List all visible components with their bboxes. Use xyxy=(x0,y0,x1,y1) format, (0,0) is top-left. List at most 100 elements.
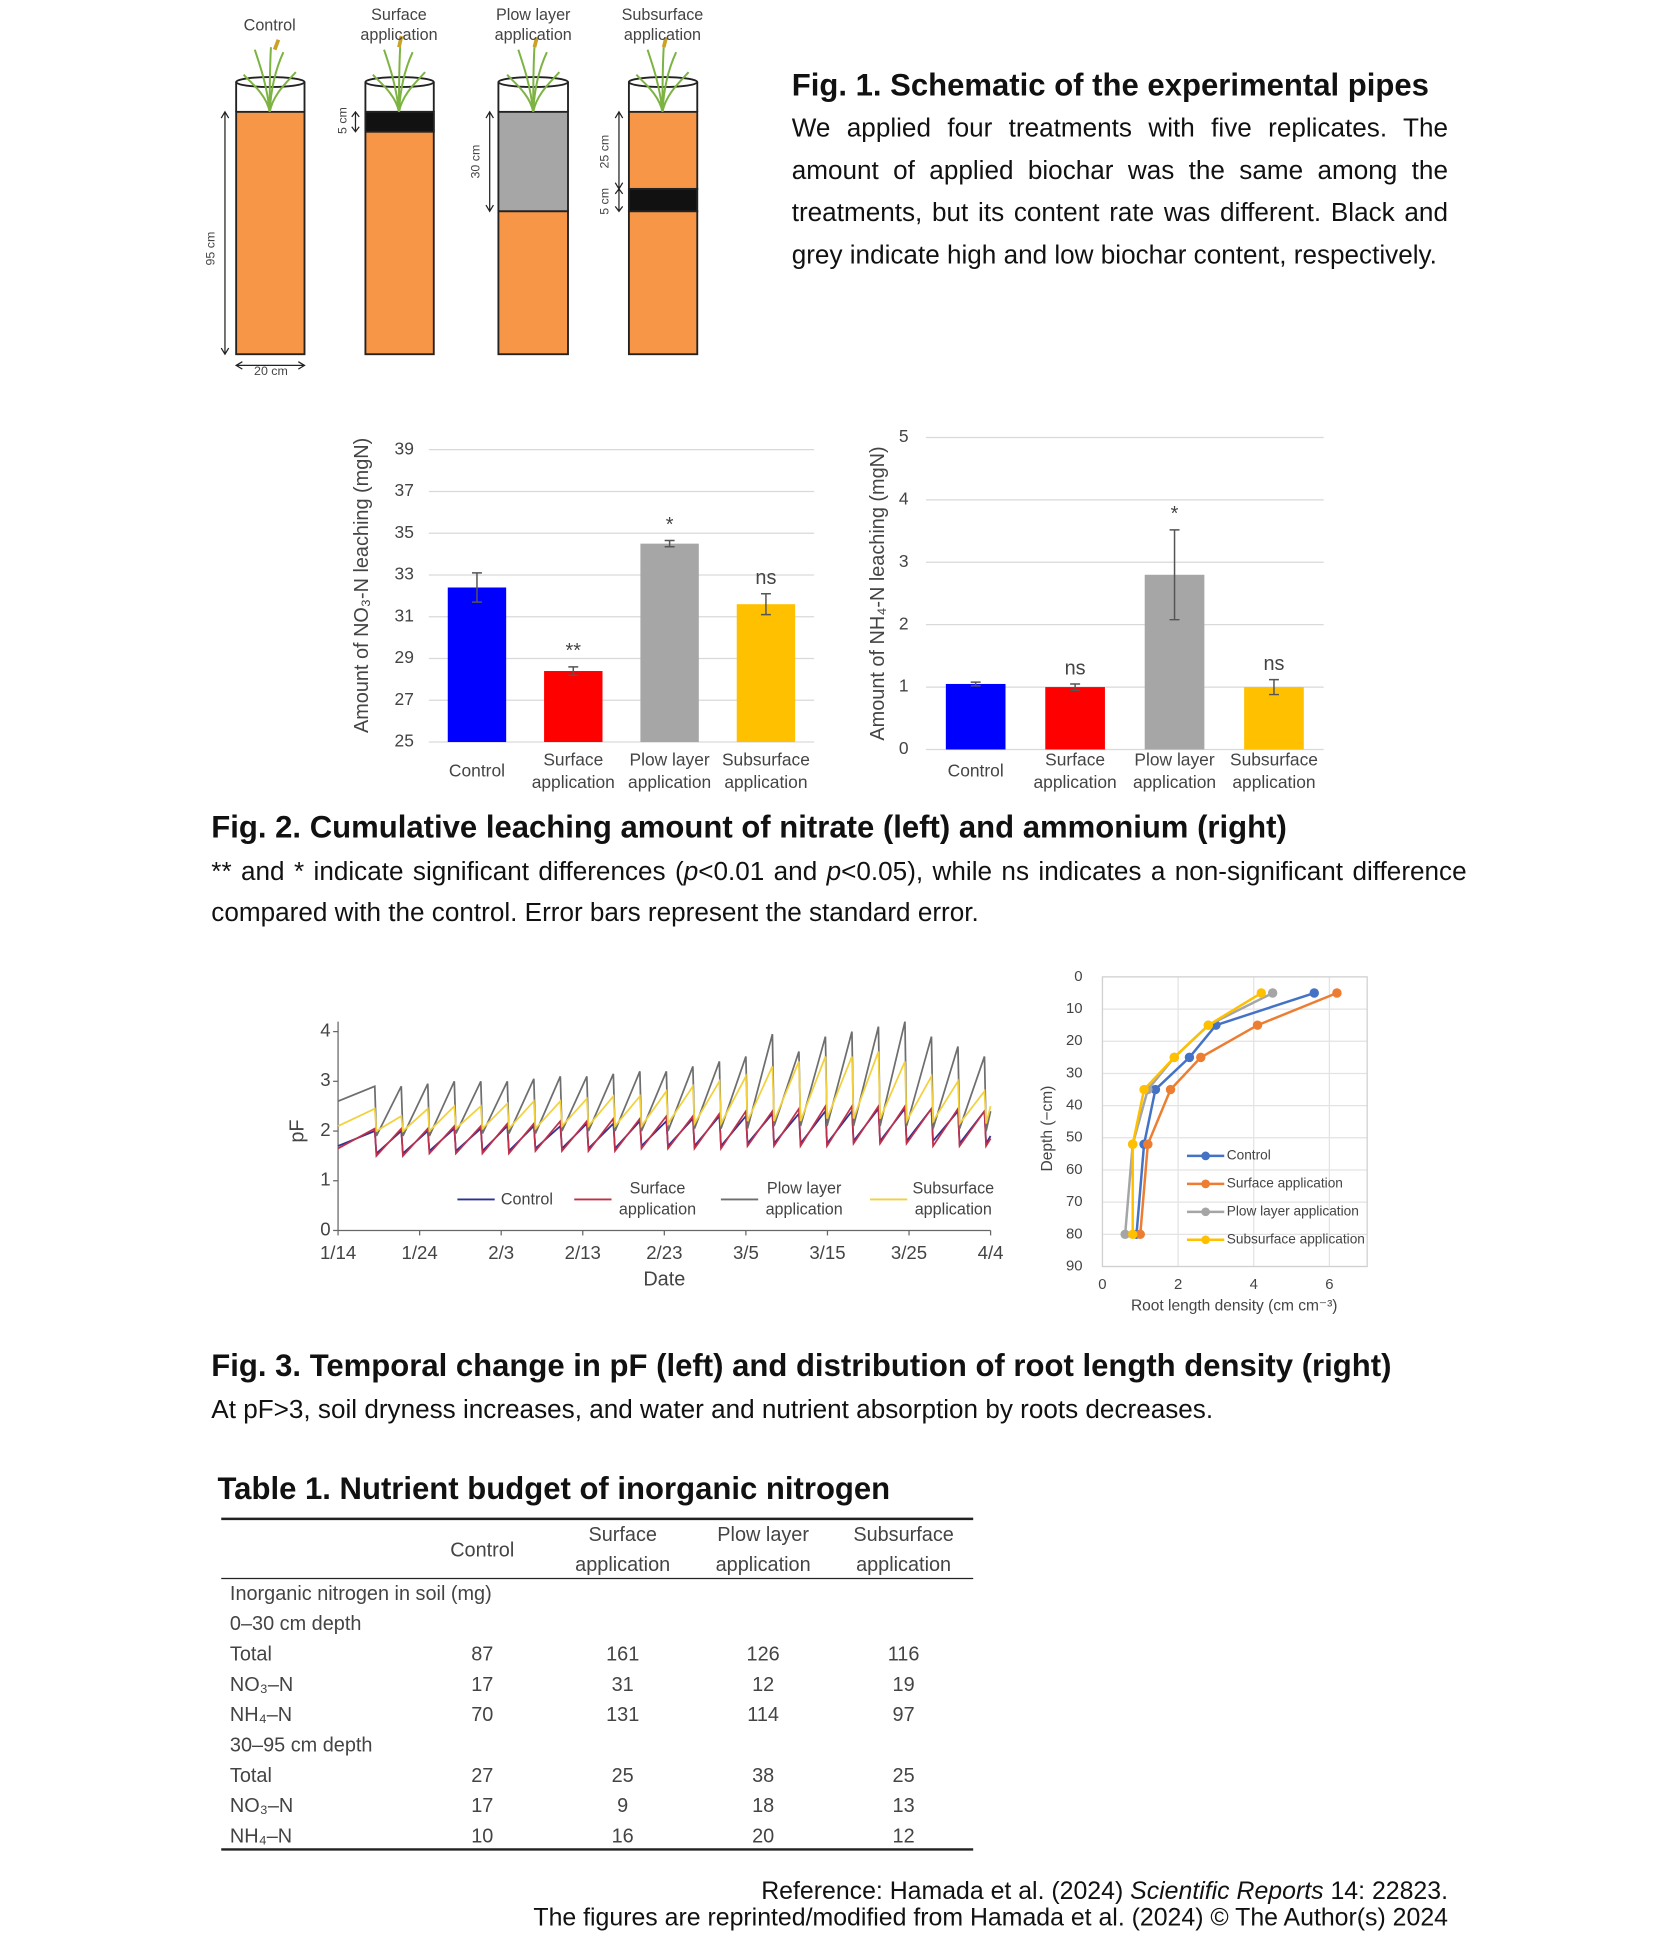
x-tick-label: Control xyxy=(948,760,1004,780)
series-line xyxy=(1131,991,1262,1235)
y-tick-label: 37 xyxy=(395,480,414,500)
bar xyxy=(544,671,603,743)
row-label: NH₄–N xyxy=(230,1704,292,1726)
label-line: application xyxy=(624,26,701,44)
dimension-arrows xyxy=(220,110,624,370)
legend-label: Subsurface application xyxy=(912,1180,994,1219)
legend-marker xyxy=(1201,1235,1210,1245)
marker xyxy=(1127,1139,1138,1149)
label-line: application xyxy=(575,1554,670,1576)
marker xyxy=(1184,1052,1195,1063)
y-axis-label: Amount of NO₃-N leaching (mgN) xyxy=(351,438,373,733)
dim-label: 95 cm xyxy=(204,232,218,266)
label-line: application xyxy=(915,1201,992,1219)
fig3-title: Fig. 3. Temporal change in pF (left) and… xyxy=(211,1348,1392,1384)
series-line xyxy=(337,1051,992,1133)
label-line: application xyxy=(1133,772,1216,792)
y-tick-label: 80 xyxy=(1066,1226,1083,1242)
fig2-title: Fig. 2. Cumulative leaching amount of ni… xyxy=(211,810,1287,846)
marker xyxy=(1256,988,1267,998)
y-tick-label: 20 xyxy=(1066,1033,1083,1049)
x-tick-label: Plow layer application xyxy=(628,749,711,791)
y-tick-label: 3 xyxy=(899,551,909,571)
significance-label: * xyxy=(1171,503,1179,525)
bar xyxy=(1244,687,1304,750)
label-line: Subsurface xyxy=(912,1180,994,1198)
reference: Reference: Hamada et al. (2024) Scientif… xyxy=(761,1872,1448,1913)
label-line: Surface xyxy=(588,1524,657,1546)
label-line: Plow layer xyxy=(629,749,709,769)
fig1-title: Fig. 1. Schematic of the experimental pi… xyxy=(791,68,1429,104)
y-axis-label: Amount of NH₄-N leaching (mgN) xyxy=(867,446,889,740)
y-tick-label: 2 xyxy=(899,613,909,633)
label-line: application xyxy=(1034,772,1117,792)
cell: 17 xyxy=(471,1795,493,1817)
y-axis-label: Depth (−cm) xyxy=(1039,1086,1056,1172)
cell: 25 xyxy=(893,1765,915,1787)
cell: 114 xyxy=(747,1704,779,1726)
x-tick-label: 6 xyxy=(1325,1277,1333,1293)
cell: 126 xyxy=(747,1644,780,1666)
label-line: Surface xyxy=(371,6,427,24)
label-line: Subsurface xyxy=(622,6,704,24)
significance-label: ns xyxy=(1263,653,1284,675)
x-tick-label: Subsurface application xyxy=(1230,749,1318,791)
pipe-label: Plow layer application xyxy=(495,6,572,44)
label-line: application xyxy=(619,1201,696,1219)
x-tick-label: Surface application xyxy=(532,749,615,791)
legend-marker xyxy=(1201,1207,1210,1217)
bar xyxy=(736,604,796,743)
legend-label: Surface application xyxy=(1227,1175,1343,1190)
y-tick-label: 29 xyxy=(395,647,414,667)
y-tick-label: 0 xyxy=(320,1218,330,1239)
y-tick-label: 1 xyxy=(899,676,909,696)
cell: 38 xyxy=(752,1765,774,1787)
x-tick-label: 2/23 xyxy=(646,1242,682,1263)
label-line: application xyxy=(724,772,807,792)
column-header: Control xyxy=(450,1539,514,1561)
y-tick-label: 0 xyxy=(899,738,909,758)
cell: 131 xyxy=(606,1704,639,1726)
table-title: Table 1. Nutrient budget of inorganic ni… xyxy=(217,1471,891,1507)
series-line xyxy=(1135,991,1315,1235)
legend-label: Subsurface application xyxy=(1227,1231,1365,1246)
plants xyxy=(242,35,690,113)
significance-label: * xyxy=(666,514,674,536)
error-bar xyxy=(664,539,675,548)
plot-frame xyxy=(1101,976,1368,1268)
marker xyxy=(1267,988,1278,998)
text-part: p xyxy=(683,857,699,887)
pipe-label: Control xyxy=(244,16,296,34)
label-line: application xyxy=(716,1554,811,1576)
legend-label: Plow layer application xyxy=(1227,1203,1359,1218)
significance-label: ns xyxy=(1065,657,1086,679)
y-tick-label: 70 xyxy=(1066,1194,1083,1210)
y-tick-label: 35 xyxy=(395,522,414,542)
bar xyxy=(945,683,1006,750)
cell: 18 xyxy=(752,1795,774,1817)
marker xyxy=(1150,1084,1161,1095)
cell: 9 xyxy=(617,1795,628,1817)
cell: 87 xyxy=(471,1644,493,1666)
label-line: application xyxy=(532,772,615,792)
cell: 31 xyxy=(612,1674,634,1696)
row-label: 30–95 cm depth xyxy=(230,1735,373,1757)
legend-marker xyxy=(1201,1151,1210,1161)
label-line: Surface xyxy=(630,1180,686,1198)
label-line: application xyxy=(628,772,711,792)
legend-label: Control xyxy=(1227,1148,1271,1163)
pipe-label: Surface application xyxy=(360,6,437,44)
cell: 13 xyxy=(893,1795,915,1817)
error-bar xyxy=(471,572,482,603)
y-tick-label: 4 xyxy=(899,488,909,508)
x-tick-label: 4 xyxy=(1250,1277,1258,1293)
error-bar xyxy=(1169,529,1180,621)
cell: 20 xyxy=(752,1826,774,1848)
y-tick-label: 31 xyxy=(395,605,414,625)
error-bar xyxy=(1070,683,1081,691)
label-line: Subsurface xyxy=(853,1524,954,1546)
label-line: application xyxy=(766,1201,843,1219)
row-label: Total xyxy=(230,1765,272,1787)
label-line: Surface xyxy=(543,749,603,769)
